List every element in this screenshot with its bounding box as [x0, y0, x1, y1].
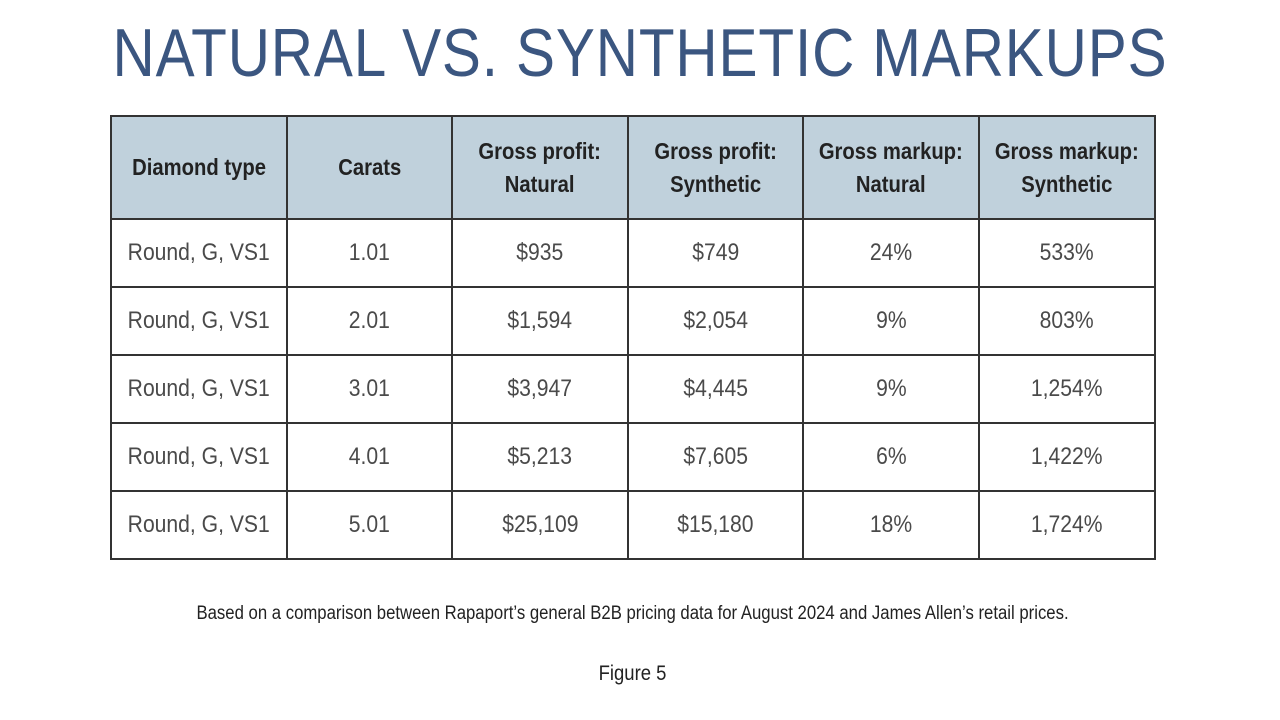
- header-gross-profit-natural: Gross profit: Natural: [451, 115, 629, 220]
- cell-carats: 1.01: [286, 218, 453, 288]
- cell-gross-markup-natural: 18%: [802, 490, 980, 560]
- cell-carats: 4.01: [286, 422, 453, 492]
- cell-gross-profit-synthetic: $2,054: [627, 286, 804, 356]
- cell-gross-markup-synthetic: 1,254%: [978, 354, 1156, 424]
- cell-gross-profit-natural: $25,109: [451, 490, 629, 560]
- cell-carats: 5.01: [286, 490, 453, 560]
- markups-table: Diamond type Carats Gross profit: Natural…: [110, 115, 1156, 560]
- cell-diamond-type: Round, G, VS1: [110, 490, 288, 560]
- cell-gross-profit-synthetic: $4,445: [627, 354, 804, 424]
- table-row: Round, G, VS1 4.01 $5,213 $7,605 6% 1,42…: [110, 422, 1156, 492]
- header-gross-markup-natural: Gross markup: Natural: [802, 115, 980, 220]
- cell-gross-profit-natural: $1,594: [451, 286, 629, 356]
- header-diamond-type: Diamond type: [110, 115, 288, 220]
- cell-diamond-type: Round, G, VS1: [110, 218, 288, 288]
- table-header-row: Diamond type Carats Gross profit: Natural…: [110, 115, 1156, 220]
- header-gross-markup-synthetic: Gross markup: Synthetic: [978, 115, 1156, 220]
- cell-gross-profit-synthetic: $749: [627, 218, 804, 288]
- table-row: Round, G, VS1 2.01 $1,594 $2,054 9% 803%: [110, 286, 1156, 356]
- cell-gross-markup-natural: 24%: [802, 218, 980, 288]
- footnote: Based on a comparison between Rapaport’s…: [196, 603, 1069, 624]
- cell-gross-profit-synthetic: $15,180: [627, 490, 804, 560]
- header-gross-profit-synthetic: Gross profit: Synthetic: [627, 115, 804, 220]
- cell-gross-markup-natural: 6%: [802, 422, 980, 492]
- cell-gross-profit-synthetic: $7,605: [627, 422, 804, 492]
- cell-carats: 3.01: [286, 354, 453, 424]
- cell-gross-profit-natural: $935: [451, 218, 629, 288]
- cell-gross-profit-natural: $5,213: [451, 422, 629, 492]
- cell-gross-markup-natural: 9%: [802, 354, 980, 424]
- cell-diamond-type: Round, G, VS1: [110, 422, 288, 492]
- cell-gross-markup-natural: 9%: [802, 286, 980, 356]
- cell-gross-markup-synthetic: 1,724%: [978, 490, 1156, 560]
- header-carats: Carats: [286, 115, 453, 220]
- cell-carats: 2.01: [286, 286, 453, 356]
- table-row: Round, G, VS1 3.01 $3,947 $4,445 9% 1,25…: [110, 354, 1156, 424]
- page-title: NATURAL VS. SYNTHETIC MARKUPS: [112, 15, 1168, 91]
- cell-gross-profit-natural: $3,947: [451, 354, 629, 424]
- figure-label: Figure 5: [599, 662, 667, 685]
- cell-diamond-type: Round, G, VS1: [110, 286, 288, 356]
- cell-gross-markup-synthetic: 1,422%: [978, 422, 1156, 492]
- table-row: Round, G, VS1 5.01 $25,109 $15,180 18% 1…: [110, 490, 1156, 560]
- cell-gross-markup-synthetic: 533%: [978, 218, 1156, 288]
- table-row: Round, G, VS1 1.01 $935 $749 24% 533%: [110, 218, 1156, 288]
- cell-gross-markup-synthetic: 803%: [978, 286, 1156, 356]
- cell-diamond-type: Round, G, VS1: [110, 354, 288, 424]
